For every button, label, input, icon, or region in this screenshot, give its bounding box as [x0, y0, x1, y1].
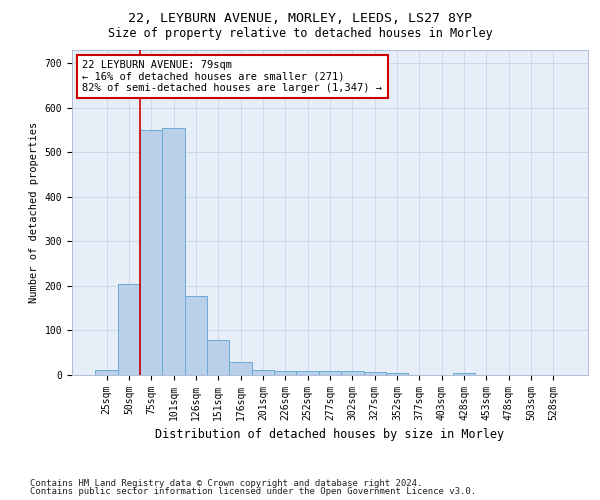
Bar — [453, 373, 475, 375]
Bar — [229, 362, 252, 375]
Text: 22 LEYBURN AVENUE: 79sqm
← 16% of detached houses are smaller (271)
82% of semi-: 22 LEYBURN AVENUE: 79sqm ← 16% of detach… — [82, 60, 382, 93]
Bar — [386, 373, 408, 375]
Bar — [140, 130, 163, 375]
Bar — [185, 296, 207, 375]
Text: 22, LEYBURN AVENUE, MORLEY, LEEDS, LS27 8YP: 22, LEYBURN AVENUE, MORLEY, LEEDS, LS27 … — [128, 12, 472, 26]
Text: Contains public sector information licensed under the Open Government Licence v3: Contains public sector information licen… — [30, 487, 476, 496]
Bar — [364, 372, 386, 375]
Bar — [252, 370, 274, 375]
Text: Contains HM Land Registry data © Crown copyright and database right 2024.: Contains HM Land Registry data © Crown c… — [30, 478, 422, 488]
Bar — [274, 370, 296, 375]
Bar — [296, 372, 319, 375]
Y-axis label: Number of detached properties: Number of detached properties — [29, 122, 39, 303]
Bar — [341, 370, 364, 375]
Bar — [95, 370, 118, 375]
Bar — [319, 370, 341, 375]
Bar — [207, 340, 229, 375]
Text: Size of property relative to detached houses in Morley: Size of property relative to detached ho… — [107, 28, 493, 40]
Bar — [118, 284, 140, 375]
X-axis label: Distribution of detached houses by size in Morley: Distribution of detached houses by size … — [155, 428, 505, 442]
Bar — [163, 128, 185, 375]
